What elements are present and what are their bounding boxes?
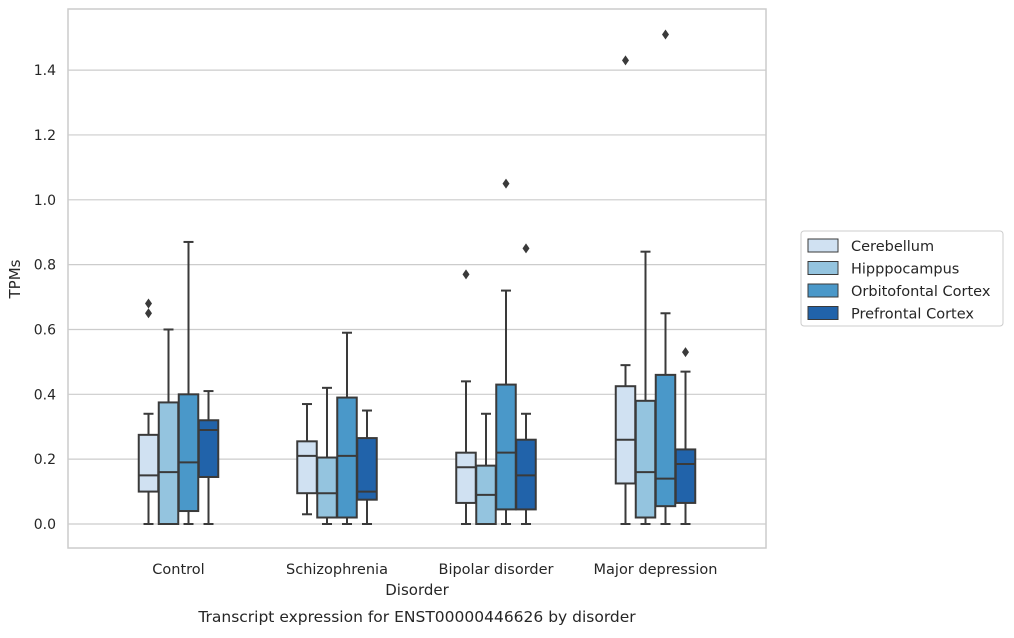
y-tick-label: 1.0 xyxy=(34,193,56,209)
box-2-0 xyxy=(177,240,200,525)
box-2-3 xyxy=(654,29,677,525)
outlier-point xyxy=(145,298,152,309)
box-2-2 xyxy=(495,178,517,525)
legend-label: Prefrontal Cortex xyxy=(851,307,974,323)
outlier-point xyxy=(522,243,530,254)
box-body xyxy=(674,448,697,504)
box-3-0 xyxy=(197,390,220,525)
legend: Cerebellum Hipppocampus Orbitofontal Corte… xyxy=(800,230,1004,327)
legend-swatch xyxy=(807,283,839,298)
plot-frame xyxy=(67,8,767,549)
outlier-point xyxy=(662,29,669,40)
box-body xyxy=(316,456,338,519)
y-tick-label: 1.2 xyxy=(34,128,56,144)
legend-label: Cerebellum xyxy=(851,239,934,255)
box-body xyxy=(634,399,657,519)
outlier-point xyxy=(462,269,470,280)
box-1-1 xyxy=(316,386,338,525)
box-1-2 xyxy=(475,412,497,526)
box-3-2 xyxy=(515,243,537,525)
box-body xyxy=(157,401,180,525)
box-body xyxy=(614,385,637,485)
box-3-3 xyxy=(674,347,697,525)
legend-swatch xyxy=(807,306,839,320)
chart-caption: Transcript expression for ENST0000044662… xyxy=(197,608,636,626)
box-body xyxy=(356,437,378,501)
outlier-point xyxy=(682,347,689,358)
y-tick-label: 0.8 xyxy=(34,258,56,274)
box-body xyxy=(137,433,160,493)
x-tick-label: Major depression xyxy=(594,562,718,578)
outlier-point xyxy=(502,178,510,189)
y-tick-label: 0.0 xyxy=(34,517,56,533)
box-0-1 xyxy=(296,403,318,516)
box-body xyxy=(654,373,677,508)
y-tick-label: 1.4 xyxy=(34,63,56,79)
box-body xyxy=(197,419,220,478)
legend-label: Orbitofontal Cortex xyxy=(851,284,991,300)
box-2-1 xyxy=(336,331,358,525)
box-series xyxy=(137,29,697,526)
x-tick-label: Bipolar disorder xyxy=(439,562,554,578)
y-tick-label: 0.4 xyxy=(34,387,56,403)
x-tick-label: Control xyxy=(152,562,204,578)
x-tick-label: Schizophrenia xyxy=(286,562,388,578)
box-0-3 xyxy=(614,55,637,525)
x-tick-labels: Control Schizophrenia Bipolar disorder Majo… xyxy=(152,562,717,578)
x-axis-label: Disorder xyxy=(385,581,449,599)
box-body xyxy=(296,440,318,495)
y-tick-label: 0.2 xyxy=(34,452,56,468)
box-body xyxy=(336,396,358,519)
y-tick-label: 0.6 xyxy=(34,322,56,338)
box-body xyxy=(177,393,200,513)
y-tick-labels: 0.0 0.2 0.4 0.6 0.8 1.0 1.2 1.4 xyxy=(34,63,56,533)
outlier-point xyxy=(622,55,629,66)
outlier-point xyxy=(145,308,152,319)
box-body xyxy=(455,451,477,504)
box-body xyxy=(495,383,517,511)
legend-swatch xyxy=(807,238,839,253)
y-axis-label: TPMs xyxy=(6,259,24,299)
legend-frame xyxy=(800,230,1004,327)
legend-label: Hipppocampus xyxy=(851,262,959,278)
box-0-0 xyxy=(137,298,160,525)
box-3-1 xyxy=(356,409,378,525)
legend-swatch xyxy=(807,261,839,275)
box-1-0 xyxy=(157,328,180,525)
